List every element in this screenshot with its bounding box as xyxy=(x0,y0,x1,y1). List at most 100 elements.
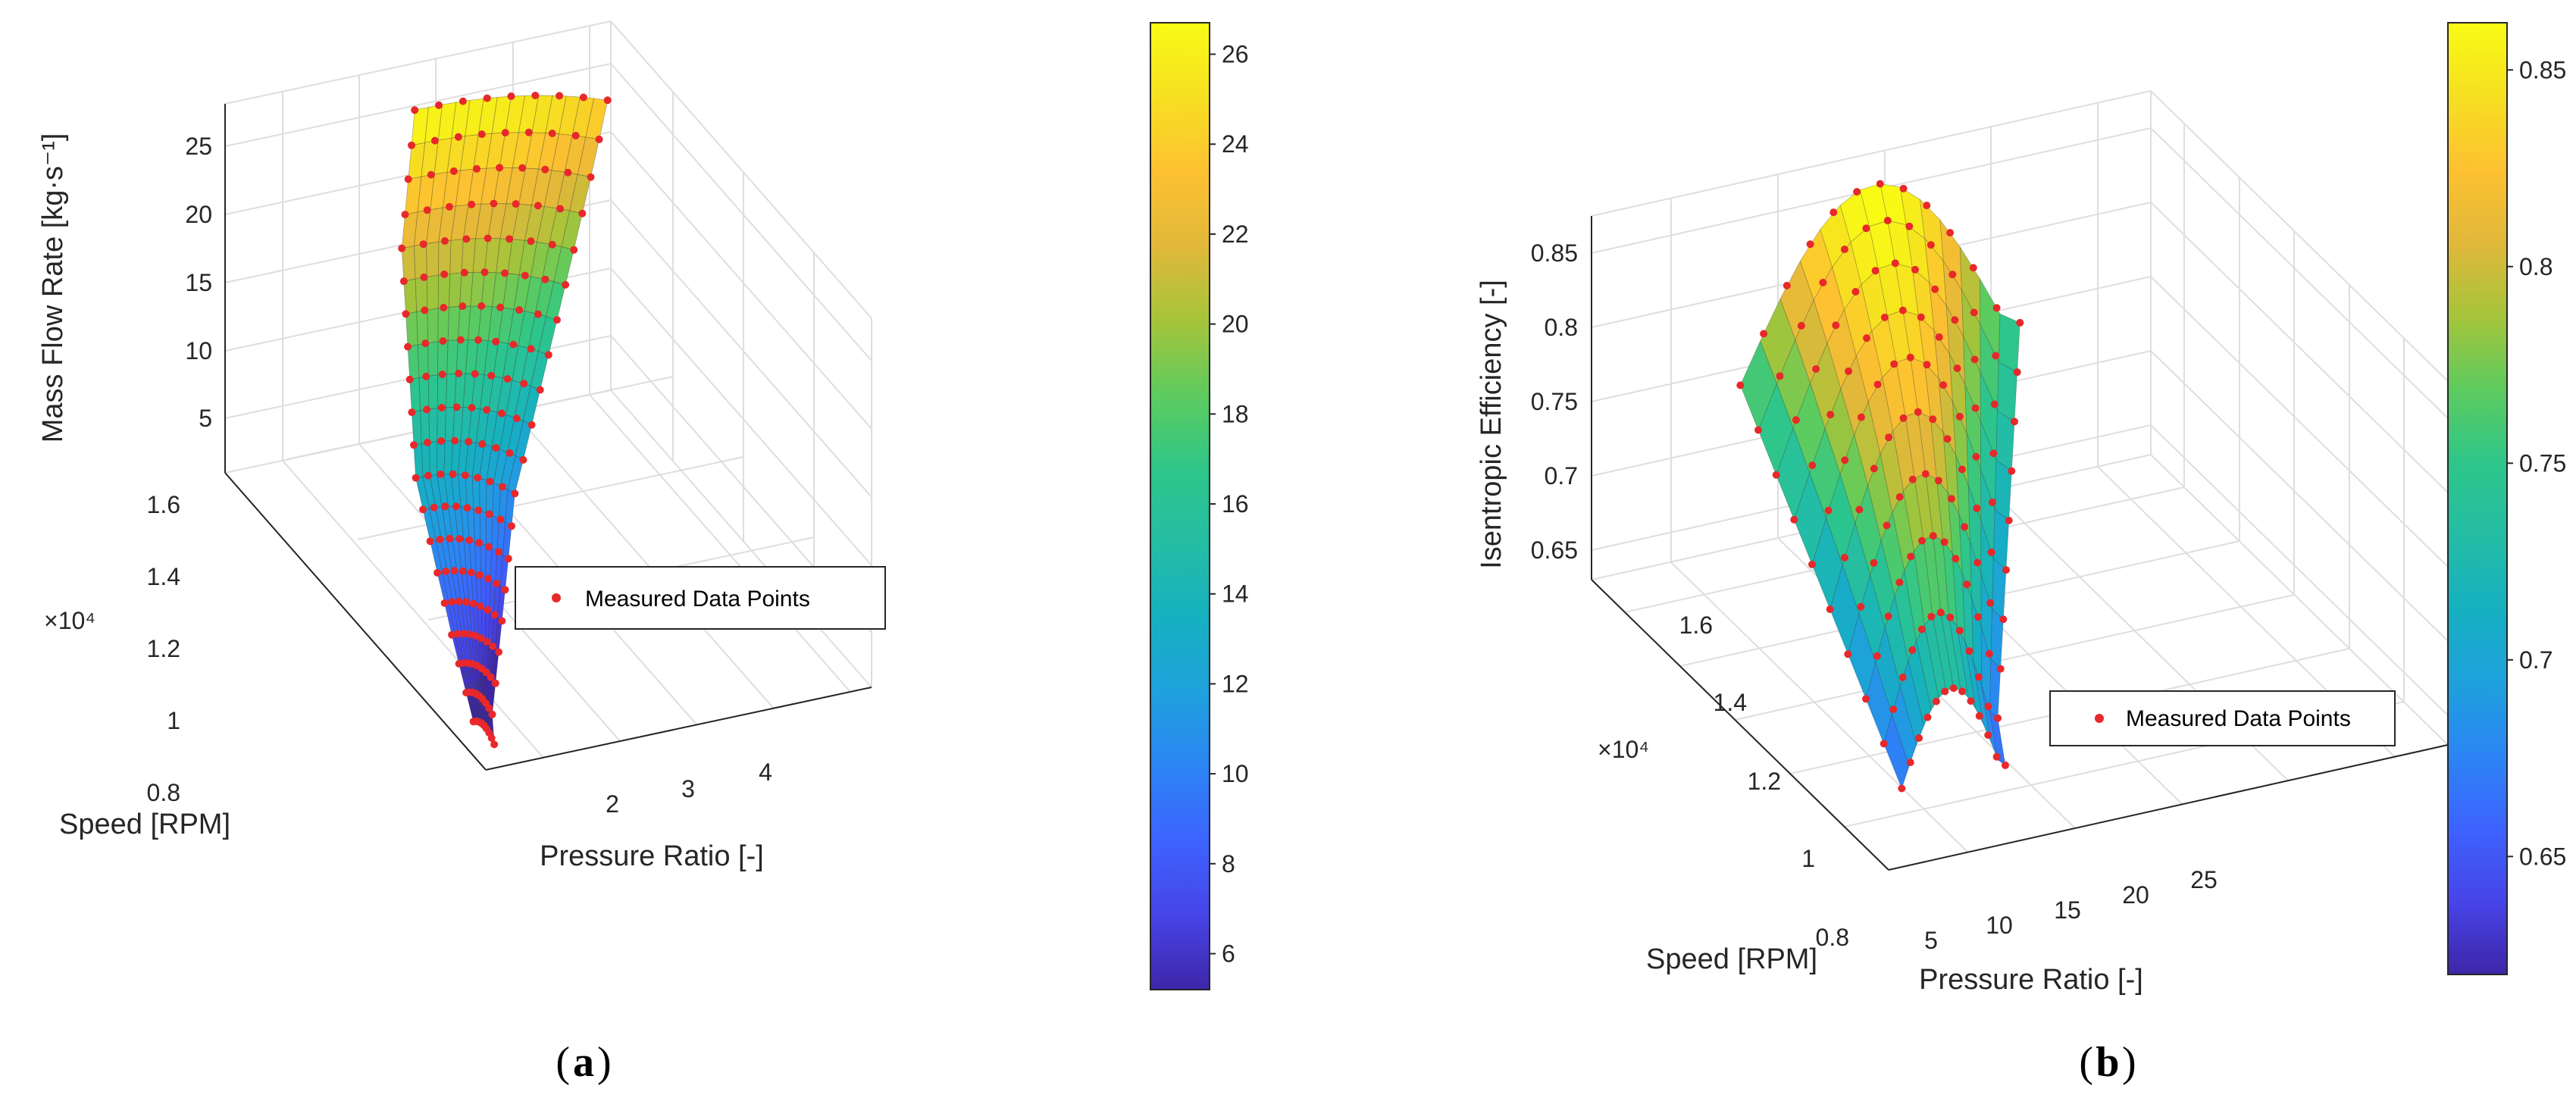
measured-point xyxy=(437,437,446,445)
panel-b: 0.65 0.7 0.75 0.8 0.85 0.8 1 1.2 1.4 1.6… xyxy=(1476,22,2566,996)
colorbar-tick-label: 0.75 xyxy=(2519,449,2566,477)
measured-point xyxy=(1808,461,1817,469)
measured-point xyxy=(424,439,431,446)
colorbar-tick-label: 26 xyxy=(1222,41,1249,68)
colorbar-tick-label: 12 xyxy=(1222,670,1249,697)
measured-point xyxy=(1918,536,1926,545)
z-tick-label: 15 xyxy=(185,269,212,296)
y-tick-label: 0.8 xyxy=(147,779,180,806)
measured-point xyxy=(1812,365,1820,373)
surface-patch xyxy=(421,442,430,477)
measured-point xyxy=(531,92,540,99)
measured-point xyxy=(1844,650,1852,658)
measured-point xyxy=(541,275,549,283)
measured-point xyxy=(476,602,484,610)
measured-point xyxy=(1958,687,1967,696)
panel-label: b xyxy=(2096,1039,2119,1086)
measured-point xyxy=(2005,516,2013,524)
measured-point xyxy=(1806,240,1814,249)
measured-point xyxy=(544,351,552,359)
measured-point xyxy=(437,404,446,411)
x-tick-label: 2 xyxy=(606,790,619,818)
measured-point xyxy=(1884,612,1892,621)
surface-patch xyxy=(437,374,448,408)
measured-point xyxy=(527,237,535,246)
measured-point xyxy=(1992,752,2001,761)
x-tick-label: 3 xyxy=(681,775,695,802)
surface-patch xyxy=(426,241,440,277)
y-axis-multiplier: ×10⁴ xyxy=(1598,736,1649,763)
measured-point xyxy=(1736,381,1745,389)
measured-point xyxy=(1871,267,1880,275)
measured-point xyxy=(1923,202,1931,210)
measured-point xyxy=(448,630,456,639)
measured-point xyxy=(1898,673,1907,681)
y-tick-label: 1.4 xyxy=(1714,689,1747,716)
measured-point xyxy=(1974,613,1983,621)
caption-b: ( b ) xyxy=(2079,1039,2136,1086)
measured-point xyxy=(519,455,527,464)
measured-point xyxy=(512,200,520,208)
measured-point xyxy=(1832,321,1840,330)
measured-point xyxy=(501,129,509,137)
measured-point xyxy=(1829,208,1838,217)
legend-label: Measured Data Points xyxy=(585,587,810,612)
measured-point xyxy=(548,240,556,249)
measured-point xyxy=(1970,308,1978,317)
measured-point xyxy=(521,271,529,280)
measured-point xyxy=(404,343,412,351)
panel-a-grid xyxy=(224,20,872,771)
measured-point xyxy=(460,268,468,277)
measured-point xyxy=(1955,627,1964,635)
measured-point xyxy=(477,634,485,643)
measured-point xyxy=(1951,316,1959,324)
measured-point xyxy=(1940,538,1948,546)
measured-point xyxy=(1934,477,1942,485)
measured-point xyxy=(1932,697,1940,705)
measured-point xyxy=(1898,784,1906,793)
legend-box: Measured Data Points xyxy=(2049,690,2396,746)
measured-point xyxy=(430,503,438,511)
measured-point xyxy=(1943,435,1952,443)
surface-patch xyxy=(429,440,438,476)
measured-point xyxy=(422,372,430,380)
measured-point xyxy=(1927,241,1935,249)
z-axis-label: Mass Flow Rate [kg·s⁻¹] xyxy=(37,133,69,443)
measured-point xyxy=(2002,566,2010,574)
surface-patch xyxy=(426,274,439,311)
measured-point xyxy=(501,269,509,277)
measured-point xyxy=(527,345,535,353)
surface-patch xyxy=(427,374,438,410)
measured-point xyxy=(474,474,482,482)
measured-point xyxy=(459,630,468,638)
measured-point xyxy=(1972,452,1980,461)
colorbar-tick-label: 0.7 xyxy=(2519,646,2553,674)
measured-point xyxy=(423,206,431,214)
measured-point xyxy=(401,211,409,219)
y-axis-multiplier: ×10⁴ xyxy=(44,607,95,634)
measured-point xyxy=(1958,465,1966,474)
measured-point xyxy=(1857,602,1865,611)
legend-marker xyxy=(2095,714,2104,723)
x-tick-label: 10 xyxy=(1986,912,2013,939)
measured-point xyxy=(1917,625,1926,633)
measured-point xyxy=(440,304,448,311)
measured-point xyxy=(1994,714,2002,722)
measured-point xyxy=(438,371,446,378)
measured-point xyxy=(541,165,549,174)
measured-point xyxy=(1906,759,1914,767)
measured-point xyxy=(1973,504,1981,512)
measured-point xyxy=(1986,599,1995,607)
measured-point xyxy=(471,370,479,378)
surface-patch xyxy=(437,407,446,442)
measured-point xyxy=(496,164,504,172)
measured-point xyxy=(420,273,428,281)
measured-point xyxy=(548,130,556,137)
measured-point xyxy=(1783,281,1791,289)
panel-a-surface xyxy=(401,95,609,745)
measured-point xyxy=(475,539,484,547)
surface-patch xyxy=(437,440,446,475)
colorbar-tick-label: 20 xyxy=(1222,311,1249,338)
measured-point xyxy=(455,535,464,543)
